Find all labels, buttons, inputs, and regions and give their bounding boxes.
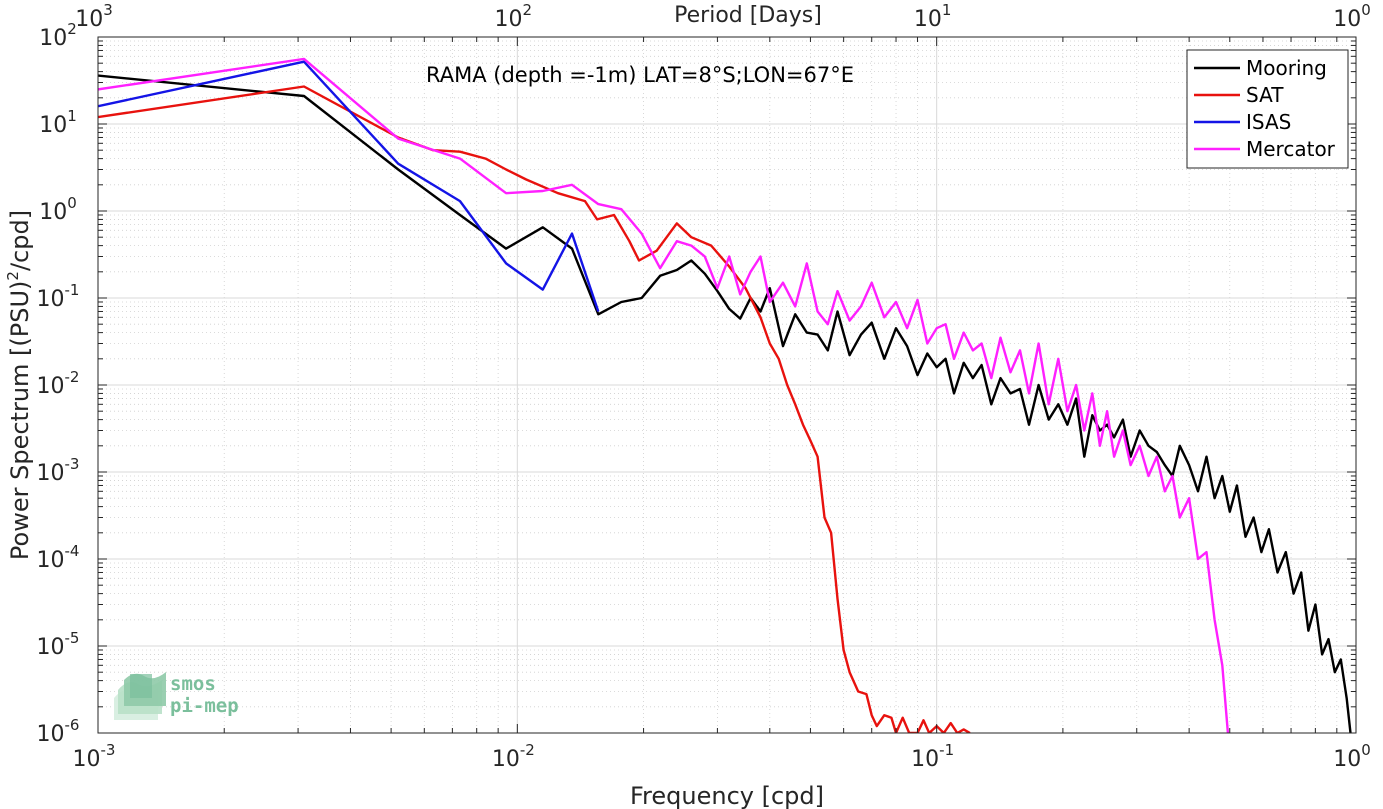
x-tick-label-base: 10 [911,747,939,772]
y-tick-label: 10-5 [37,629,80,660]
y-tick-label-base: 10 [37,374,65,399]
y-tick-label-exponent: 0 [67,194,77,212]
top-tick-label-exponent: 2 [523,1,533,19]
y-tick-label-exponent: 1 [67,107,77,125]
y-tick-label: 10-1 [37,281,80,312]
x-tick-label-exponent: -2 [520,741,535,759]
y-tick-label-base: 10 [39,26,67,51]
y-tick-label-base: 10 [37,722,65,747]
y-tick-label: 10-2 [37,368,80,399]
top-tick-label-base: 10 [495,7,523,32]
top-tick-label-exponent: 1 [942,1,952,19]
smos-pi-mep-logo: smos pi-mep [112,668,262,724]
legend-label-isas: ISAS [1246,110,1291,134]
x-tick-label: 10-2 [492,741,535,772]
y-tick-label-base: 10 [39,113,67,138]
top-tick-label: 103 [75,1,113,32]
legend: Mooring SAT ISAS Mercator [1186,49,1349,169]
y-tick-label-exponent: 2 [67,20,77,38]
y-tick-label: 100 [39,194,77,225]
legend-label-sat: SAT [1246,83,1284,107]
y-tick-label: 10-6 [37,716,80,747]
logo-line-2: pi-mep [170,695,239,717]
top-tick-label-exponent: 3 [103,1,113,19]
top-tick-label: 101 [914,1,952,32]
y-tick-label-exponent: -5 [65,629,80,647]
x-tick-label-exponent: 0 [1361,741,1371,759]
series-line-isas [98,60,600,312]
series-layer [98,57,1352,733]
y-axis-title-tail: /cpd] [6,210,34,271]
y-axis-title-sup: 2 [4,271,22,281]
y-tick-label-base: 10 [37,548,65,573]
x-tick-label: 10-1 [911,741,954,772]
legend-label-mooring: Mooring [1246,56,1327,80]
y-tick-label: 101 [39,107,77,138]
logo-line-1: smos [170,673,216,695]
y-tick-label: 102 [39,20,77,51]
y-tick-label-base: 10 [37,287,65,312]
top-tick-label: 100 [1333,1,1371,32]
top-axis-title: Period [Days] [674,3,822,28]
y-axis-title-main: Power Spectrum [(PSU) [6,281,34,560]
x-tick-label-base: 10 [73,747,101,772]
series-line-sat [98,85,971,733]
y-tick-label-exponent: -4 [65,542,80,560]
top-tick-label-exponent: 0 [1361,1,1371,19]
x-axis-title: Frequency [cpd] [630,782,824,809]
x-tick-label-base: 10 [1333,747,1361,772]
top-tick-label: 102 [495,1,533,32]
x-tick-label-base: 10 [492,747,520,772]
series-line-mooring [98,74,1352,733]
y-tick-label-base: 10 [39,200,67,225]
y-tick-label: 10-3 [37,455,80,486]
y-tick-label-exponent: -6 [65,716,80,734]
top-tick-label-base: 10 [75,7,103,32]
x-tick-label: 10-3 [73,741,116,772]
x-tick-label: 100 [1333,741,1371,772]
series-line-mercator [98,57,1230,733]
grid [97,37,1356,734]
y-tick-label: 10-4 [37,542,80,573]
y-tick-label-exponent: -2 [65,368,80,386]
chart-title: RAMA (depth =-1m) LAT=8°S;LON=67°E [426,63,854,87]
wave-logo-icon [114,672,166,720]
top-tick-label-base: 10 [1333,7,1361,32]
y-tick-label-base: 10 [37,635,65,660]
y-tick-label-exponent: -1 [65,281,80,299]
y-axis-title: Power Spectrum [(PSU)2/cpd] [4,210,34,560]
y-tick-label-base: 10 [37,461,65,486]
ticks [97,36,1357,734]
y-tick-label-exponent: -3 [65,455,80,473]
x-tick-label-exponent: -3 [101,741,116,759]
legend-label-mercator: Mercator [1246,137,1336,161]
x-tick-label-exponent: -1 [939,741,954,759]
top-tick-label-base: 10 [914,7,942,32]
